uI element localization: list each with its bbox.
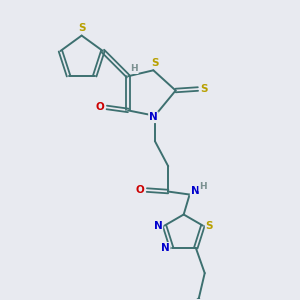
Text: N: N: [149, 112, 158, 122]
Text: N: N: [154, 220, 162, 231]
Text: O: O: [136, 185, 145, 195]
Text: H: H: [130, 64, 138, 73]
Text: N: N: [160, 243, 169, 253]
Text: N: N: [190, 186, 200, 196]
Text: H: H: [199, 182, 207, 191]
Text: S: S: [78, 23, 85, 33]
Text: S: S: [201, 84, 208, 94]
Text: S: S: [206, 220, 213, 231]
Text: O: O: [96, 102, 104, 112]
Text: S: S: [151, 58, 159, 68]
